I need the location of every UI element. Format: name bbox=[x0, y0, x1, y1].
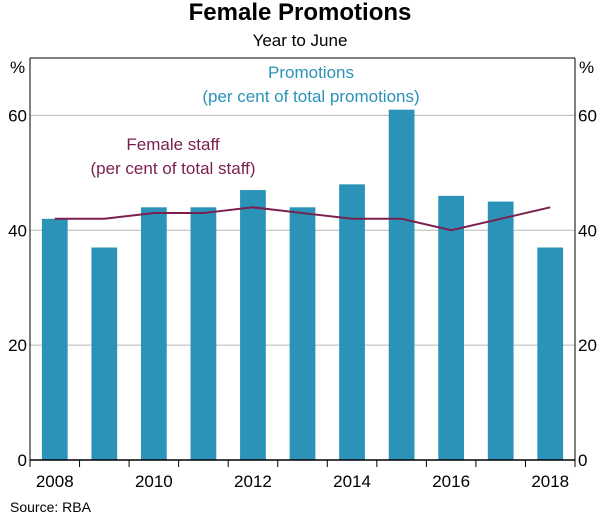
bar-2016 bbox=[438, 195, 465, 461]
x-tick-2014: 2014 bbox=[333, 472, 371, 491]
y-tick-labels-left: 0 20 40 60 bbox=[8, 106, 27, 470]
source-note: Source: RBA bbox=[10, 499, 92, 515]
y-tick-left-40: 40 bbox=[8, 221, 27, 240]
bar-2010 bbox=[140, 207, 167, 460]
y-tick-right-60: 60 bbox=[578, 106, 597, 125]
x-tick-2012: 2012 bbox=[234, 472, 272, 491]
series-annotations: Promotions (per cent of total promotions)… bbox=[90, 63, 419, 178]
axes bbox=[29, 57, 576, 467]
y-axis-unit-left: % bbox=[10, 58, 25, 77]
x-tick-2008: 2008 bbox=[36, 472, 74, 491]
bar-2008 bbox=[41, 218, 68, 460]
y-tick-right-0: 0 bbox=[578, 451, 587, 470]
promotions-label-line-1: Promotions bbox=[268, 63, 354, 82]
y-tick-right-40: 40 bbox=[578, 221, 597, 240]
x-tick-labels: 2008 2010 2012 2014 2016 2018 bbox=[36, 472, 569, 491]
bar-2012 bbox=[240, 190, 266, 461]
x-tick-2010: 2010 bbox=[135, 472, 173, 491]
female-staff-label-line-1: Female staff bbox=[126, 135, 220, 154]
female-staff-line-layer bbox=[54, 206, 551, 232]
bar-2013 bbox=[289, 207, 316, 460]
promotions-bars bbox=[41, 109, 564, 461]
y-tick-left-20: 20 bbox=[8, 336, 27, 355]
bar-2011 bbox=[190, 207, 217, 460]
x-tick-2016: 2016 bbox=[432, 472, 470, 491]
y-axis-unit-right: % bbox=[579, 58, 594, 77]
y-tick-right-20: 20 bbox=[578, 336, 597, 355]
female-staff-label-line-2: (per cent of total staff) bbox=[90, 159, 255, 178]
y-tick-labels-right: 0 20 40 60 bbox=[578, 106, 597, 470]
bar-2015 bbox=[388, 109, 415, 460]
bar-2018 bbox=[537, 247, 564, 460]
y-tick-left-60: 60 bbox=[8, 106, 27, 125]
bar-2017 bbox=[487, 201, 514, 461]
bar-2009 bbox=[91, 247, 118, 460]
chart-title: Female Promotions bbox=[189, 0, 412, 26]
x-tick-2018: 2018 bbox=[531, 472, 569, 491]
promotions-label-line-2: (per cent of total promotions) bbox=[202, 87, 419, 106]
bar-2014 bbox=[339, 184, 365, 461]
chart-subtitle: Year to June bbox=[253, 31, 348, 50]
female-staff-line bbox=[54, 206, 551, 232]
y-tick-left-0: 0 bbox=[18, 451, 27, 470]
